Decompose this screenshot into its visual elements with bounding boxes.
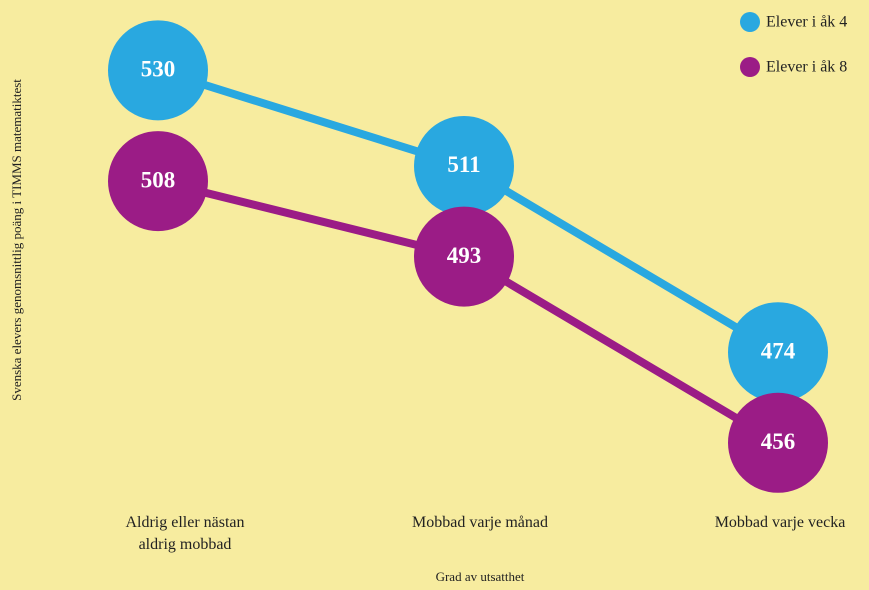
legend-label: Elever i åk 8 [766,59,847,76]
point [728,302,828,403]
x-tick-label: Mobbad varje vecka [714,514,846,531]
value-label: 474 [761,338,796,363]
point [728,392,828,493]
y-axis-label: Svenska elevers genomsnittlig poäng i TI… [9,79,24,401]
point [414,206,514,307]
legend-swatch [740,57,760,77]
point [108,20,208,121]
legend-label: Elever i åk 4 [766,14,847,31]
x-tick-label: Aldrig eller nästan aldrig mobbad [125,514,245,553]
point [108,131,208,232]
value-label: 456 [761,429,796,454]
point [414,115,514,216]
value-label: 511 [447,152,480,177]
x-tick-label: Mobbad varje månad [412,514,548,531]
legend-swatch [740,12,760,32]
value-label: 508 [141,167,176,192]
value-label: 530 [141,57,176,82]
x-axis-label: Grad av utsatthet [436,569,525,584]
value-label: 493 [447,243,482,268]
